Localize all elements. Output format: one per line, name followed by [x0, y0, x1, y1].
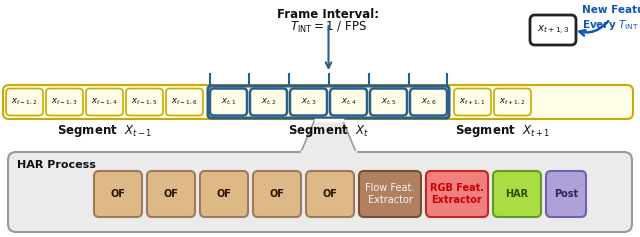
Text: $x_{t+1,2}$: $x_{t+1,2}$: [499, 97, 526, 107]
Text: Every $T_{\mathrm{INT}}$: Every $T_{\mathrm{INT}}$: [582, 18, 639, 32]
FancyBboxPatch shape: [290, 88, 327, 115]
Text: OF: OF: [269, 189, 284, 199]
FancyBboxPatch shape: [370, 88, 407, 115]
Text: Segment  $X_t$: Segment $X_t$: [288, 123, 369, 139]
FancyBboxPatch shape: [3, 85, 633, 119]
Text: $x_{t+1,3}$: $x_{t+1,3}$: [537, 23, 570, 36]
FancyBboxPatch shape: [8, 152, 632, 232]
FancyBboxPatch shape: [250, 88, 287, 115]
Text: HAR Process: HAR Process: [17, 160, 96, 170]
FancyBboxPatch shape: [94, 171, 142, 217]
Text: $x_{t,3}$: $x_{t,3}$: [301, 97, 316, 107]
FancyBboxPatch shape: [166, 88, 203, 115]
FancyBboxPatch shape: [306, 171, 354, 217]
Text: Flow Feat.
Extractor: Flow Feat. Extractor: [365, 183, 415, 205]
Text: $x_{t-1,6}$: $x_{t-1,6}$: [171, 97, 198, 107]
Text: $x_{t-1,4}$: $x_{t-1,4}$: [91, 97, 118, 107]
Polygon shape: [301, 120, 356, 152]
Text: $x_{t+1,1}$: $x_{t+1,1}$: [460, 97, 486, 107]
Text: $T_{\mathrm{INT}} = 1~/~\mathrm{FPS}$: $T_{\mathrm{INT}} = 1~/~\mathrm{FPS}$: [290, 20, 367, 35]
Text: $x_{t,4}$: $x_{t,4}$: [340, 97, 356, 107]
FancyBboxPatch shape: [253, 171, 301, 217]
FancyBboxPatch shape: [330, 88, 367, 115]
FancyBboxPatch shape: [359, 171, 421, 217]
Text: $x_{t-1,3}$: $x_{t-1,3}$: [51, 97, 78, 107]
Text: RGB Feat.
Extractor: RGB Feat. Extractor: [430, 183, 484, 205]
Text: Post: Post: [554, 189, 578, 199]
FancyBboxPatch shape: [493, 171, 541, 217]
FancyBboxPatch shape: [200, 171, 248, 217]
FancyBboxPatch shape: [6, 88, 43, 115]
Text: $x_{t,2}$: $x_{t,2}$: [260, 97, 276, 107]
Text: Segment  $X_{t-1}$: Segment $X_{t-1}$: [57, 123, 152, 139]
FancyBboxPatch shape: [147, 171, 195, 217]
FancyBboxPatch shape: [46, 88, 83, 115]
Text: $x_{t,5}$: $x_{t,5}$: [381, 97, 396, 107]
Text: $x_{t-1,2}$: $x_{t-1,2}$: [12, 97, 38, 107]
Text: Frame Interval:: Frame Interval:: [277, 8, 380, 21]
FancyBboxPatch shape: [208, 86, 449, 118]
FancyBboxPatch shape: [530, 15, 576, 45]
Text: OF: OF: [323, 189, 337, 199]
Text: Segment  $X_{t+1}$: Segment $X_{t+1}$: [455, 123, 550, 139]
FancyBboxPatch shape: [86, 88, 123, 115]
FancyBboxPatch shape: [410, 88, 447, 115]
FancyBboxPatch shape: [454, 88, 491, 115]
Text: New Feature: New Feature: [582, 5, 640, 15]
Text: OF: OF: [111, 189, 125, 199]
Text: OF: OF: [164, 189, 179, 199]
FancyBboxPatch shape: [546, 171, 586, 217]
Text: $x_{t-1,5}$: $x_{t-1,5}$: [131, 97, 158, 107]
FancyBboxPatch shape: [210, 88, 247, 115]
FancyBboxPatch shape: [426, 171, 488, 217]
Text: OF: OF: [216, 189, 232, 199]
FancyBboxPatch shape: [494, 88, 531, 115]
Text: HAR: HAR: [506, 189, 529, 199]
FancyBboxPatch shape: [126, 88, 163, 115]
Text: $x_{t,1}$: $x_{t,1}$: [221, 97, 236, 107]
Text: $x_{t,6}$: $x_{t,6}$: [420, 97, 436, 107]
